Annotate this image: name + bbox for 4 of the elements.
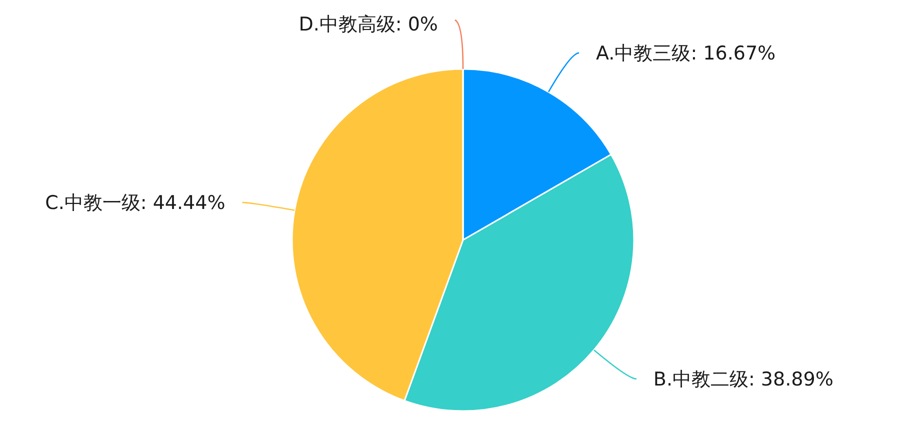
slice-label: C.中教一级: 44.44%	[45, 192, 226, 214]
category-label: D.中教高级: 0%	[298, 14, 438, 36]
slice-label: A.中教三级: 16.67%	[596, 42, 776, 65]
slice-label: B.中教二级: 38.89%	[653, 368, 834, 391]
